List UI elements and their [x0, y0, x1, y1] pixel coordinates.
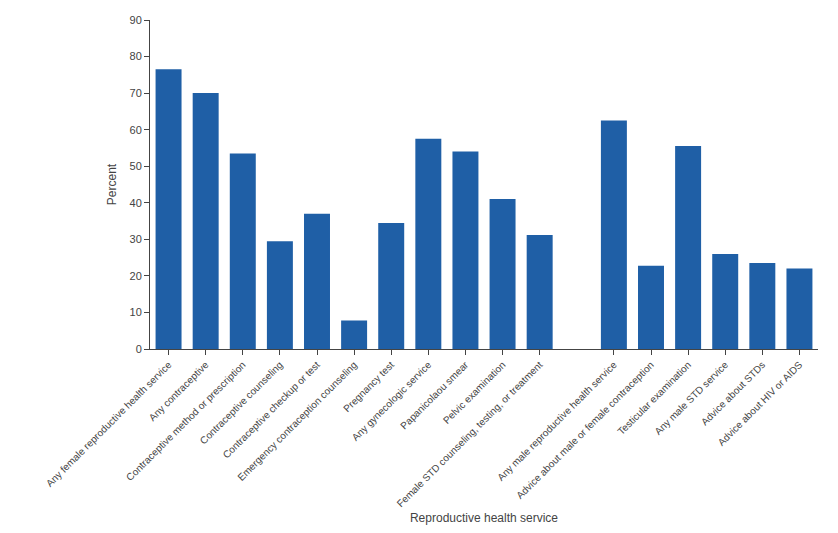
svg-text:Percent: Percent: [105, 163, 119, 205]
svg-text:Any male reproductive health s: Any male reproductive health service: [495, 359, 619, 483]
svg-text:80: 80: [130, 50, 142, 62]
svg-text:Any female reproductive health: Any female reproductive health service: [44, 359, 174, 489]
svg-text:Any gynecologic service: Any gynecologic service: [350, 359, 434, 443]
svg-text:50: 50: [130, 160, 142, 172]
svg-text:10: 10: [130, 306, 142, 318]
svg-text:Testicular examination: Testicular examination: [615, 359, 693, 437]
svg-text:Contraceptive method or prescr: Contraceptive method or prescription: [124, 359, 248, 483]
svg-text:Any male STD service: Any male STD service: [652, 359, 730, 437]
svg-text:0: 0: [136, 343, 142, 355]
svg-text:Emergency contraception counse: Emergency contraception counseling: [235, 359, 359, 483]
svg-text:Contraceptive checkup or test: Contraceptive checkup or test: [221, 359, 322, 460]
svg-text:Reproductive health service: Reproductive health service: [410, 511, 558, 525]
svg-text:Female STD counseling, testing: Female STD counseling, testing, or treat…: [395, 359, 545, 509]
svg-text:Contraceptive counseling: Contraceptive counseling: [198, 359, 285, 446]
svg-text:Pelvic examination: Pelvic examination: [441, 359, 508, 426]
svg-text:Advice about STDs: Advice about STDs: [699, 359, 767, 427]
svg-text:60: 60: [130, 124, 142, 136]
svg-text:Advice about male or female co: Advice about male or female contraceptio…: [514, 359, 656, 501]
svg-text:90: 90: [130, 14, 142, 26]
svg-text:40: 40: [130, 197, 142, 209]
svg-text:Papanicolaou smear: Papanicolaou smear: [398, 359, 471, 432]
svg-text:Pregnancy test: Pregnancy test: [341, 359, 396, 414]
svg-text:Advice about HIV or AIDS: Advice about HIV or AIDS: [716, 359, 805, 448]
svg-text:30: 30: [130, 233, 142, 245]
svg-text:Any contraceptive: Any contraceptive: [147, 359, 211, 423]
svg-text:70: 70: [130, 87, 142, 99]
svg-text:20: 20: [130, 270, 142, 282]
